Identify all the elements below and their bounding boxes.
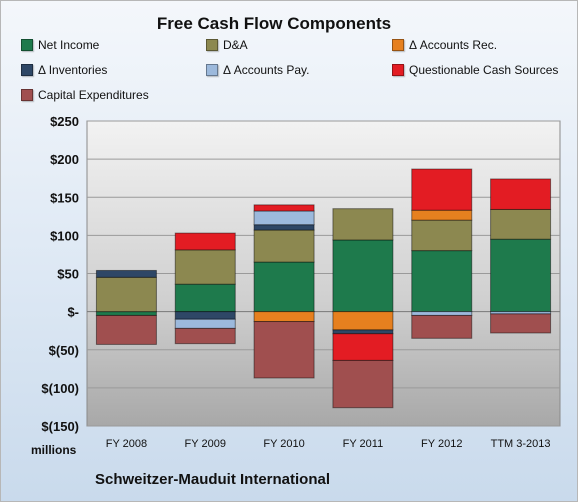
legend-item-accounts-pay: Δ Accounts Pay. xyxy=(206,63,310,77)
x-tick-label: FY 2011 xyxy=(343,438,384,450)
legend-swatch xyxy=(206,64,218,76)
units-label: millions xyxy=(31,443,77,457)
bar-d-a-fy-2009 xyxy=(174,249,236,285)
x-tick-label: FY 2009 xyxy=(185,438,226,450)
bar-d-a-fy-2010 xyxy=(253,229,315,263)
bar-d-a-fy-2008 xyxy=(95,276,157,313)
bar-accounts-rec-fy-2012 xyxy=(411,209,473,221)
legend-label: Δ Inventories xyxy=(38,63,108,77)
bar-capital-expenditures-fy-2009 xyxy=(174,327,236,345)
y-tick-label: $100 xyxy=(50,228,79,243)
y-tick-label: $- xyxy=(67,305,79,320)
bar-capital-expenditures-fy-2012 xyxy=(411,314,473,339)
legend-item-d-a: D&A xyxy=(206,38,248,52)
y-tick-label: $50 xyxy=(57,267,79,282)
legend-label: Capital Expenditures xyxy=(38,88,149,102)
y-tick-label: $(150) xyxy=(41,419,79,434)
legend-item-inventories: Δ Inventories xyxy=(21,63,107,77)
bar-inventories-fy-2011 xyxy=(332,329,394,335)
bar-net-income-ttm-3-2013 xyxy=(490,238,552,313)
bar-questionable-cash-sources-ttm-3-2013 xyxy=(490,178,552,210)
legend-swatch xyxy=(392,64,404,76)
bar-accounts-rec-fy-2011 xyxy=(332,311,394,331)
bar-net-income-fy-2008 xyxy=(95,311,157,316)
bar-questionable-cash-sources-fy-2012 xyxy=(411,168,473,211)
x-tick-label: FY 2008 xyxy=(106,438,147,450)
bar-questionable-cash-sources-fy-2009 xyxy=(174,232,236,251)
bar-capital-expenditures-fy-2011 xyxy=(332,359,394,409)
x-tick-label: FY 2012 xyxy=(421,438,462,450)
legend-swatch xyxy=(21,89,33,101)
bar-questionable-cash-sources-fy-2010 xyxy=(253,204,315,212)
chart-title: Free Cash Flow Components xyxy=(156,14,392,33)
y-tick-label: $(100) xyxy=(41,381,79,396)
legend-item-capital-expenditures: Capital Expenditures xyxy=(21,88,149,102)
bar-accounts-pay-fy-2010 xyxy=(253,210,315,226)
company-name: Schweitzer-Mauduit International xyxy=(95,471,331,488)
bar-d-a-fy-2011 xyxy=(332,208,394,241)
legend-swatch xyxy=(206,39,218,51)
bar-accounts-pay-fy-2012 xyxy=(411,311,473,316)
bar-net-income-fy-2010 xyxy=(253,261,315,313)
bar-inventories-fy-2008 xyxy=(95,269,157,278)
legend-swatch xyxy=(392,39,404,51)
legend-item-net-income: Net Income xyxy=(21,38,99,52)
bar-capital-expenditures-fy-2010 xyxy=(253,321,315,379)
x-tick-label: FY 2010 xyxy=(263,438,304,450)
legend-swatch xyxy=(21,64,33,76)
y-tick-label: $(50) xyxy=(49,343,79,358)
legend-label: Questionable Cash Sources xyxy=(409,63,559,77)
legend-label: Δ Accounts Pay. xyxy=(223,63,310,77)
bar-net-income-fy-2012 xyxy=(411,250,473,313)
legend-swatch xyxy=(21,39,33,51)
bar-inventories-fy-2009 xyxy=(174,311,236,320)
legend-item-accounts-rec: Δ Accounts Rec. xyxy=(392,38,497,52)
legend-label: Δ Accounts Rec. xyxy=(409,38,498,52)
legend-item-questionable-cash-sources: Questionable Cash Sources xyxy=(392,63,558,77)
bar-d-a-ttm-3-2013 xyxy=(490,208,552,240)
bar-net-income-fy-2011 xyxy=(332,239,394,313)
bar-capital-expenditures-ttm-3-2013 xyxy=(490,313,552,334)
bar-capital-expenditures-fy-2008 xyxy=(95,314,157,345)
y-tick-label: $250 xyxy=(50,114,79,129)
bar-accounts-pay-fy-2009 xyxy=(174,318,236,329)
y-tick-label: $150 xyxy=(50,190,79,205)
x-tick-label: TTM 3-2013 xyxy=(491,438,551,450)
legend-label: Net Income xyxy=(38,38,100,52)
legend-label: D&A xyxy=(223,38,248,52)
bar-inventories-fy-2010 xyxy=(253,224,315,231)
y-tick-label: $200 xyxy=(50,152,79,167)
bar-d-a-fy-2012 xyxy=(411,219,473,252)
bar-questionable-cash-sources-fy-2011 xyxy=(332,333,394,361)
bar-accounts-rec-fy-2010 xyxy=(253,311,315,323)
bar-net-income-fy-2009 xyxy=(174,283,236,313)
